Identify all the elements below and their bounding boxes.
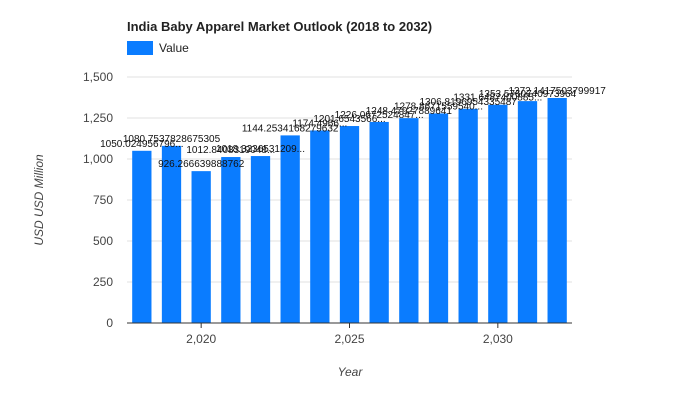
data-label: 1050.024956796...: [100, 139, 183, 150]
data-label: 1201.6543566...: [313, 114, 385, 125]
data-label: 1331.6487400885...: [453, 93, 542, 104]
y-tick-label: 0: [106, 316, 113, 330]
data-label: 1278.8671559540...: [394, 101, 483, 112]
data-label: 1080.7537828675305: [123, 134, 221, 145]
y-tick-label: 1,000: [83, 152, 113, 166]
bar: [369, 121, 389, 323]
bar: [517, 101, 538, 323]
bar: [221, 157, 241, 323]
data-label: 926.266639888762: [158, 159, 245, 170]
bar: [458, 108, 478, 323]
y-axis-title: USD USD Million: [32, 154, 46, 246]
data-label: 1248.47927889641: [366, 106, 453, 117]
axes: 0 250 500 750 1,000 1,250 1,500 2,020 2,025 2,030: [83, 70, 572, 346]
bar: [428, 113, 449, 324]
bar: [250, 156, 271, 323]
x-axis-title: Year: [338, 365, 364, 379]
data-label: 1012.8408319048...: [186, 145, 275, 156]
data-label: 1144.2534168279632: [242, 123, 339, 134]
bar: [310, 130, 330, 323]
bar: [132, 150, 152, 323]
bar: [399, 118, 419, 323]
data-label: 1226.0672524847...: [335, 110, 424, 121]
y-tick-label: 500: [93, 234, 113, 248]
bar: [191, 171, 211, 323]
data-label: 1306.8196954335487: [420, 97, 518, 108]
data-label: 1372.1417503799917: [509, 86, 607, 97]
data-label: 1174.4966...: [292, 118, 347, 129]
bar: [280, 135, 300, 323]
chart-title: India Baby Apparel Market Outlook (2018 …: [127, 19, 433, 34]
y-tick-label: 1,250: [83, 111, 113, 125]
data-label: 1353.5760740973964: [479, 89, 577, 100]
y-tick-label: 1,500: [83, 70, 113, 84]
x-tick-label: 2,025: [334, 332, 364, 346]
data-labels: 1050.024956796...1080.7537828675305 926.2…: [100, 86, 606, 170]
legend-label: Value: [159, 41, 189, 55]
bars: [132, 97, 567, 324]
legend-swatch: [127, 41, 153, 55]
bar: [339, 126, 360, 323]
bar: [488, 104, 508, 323]
y-tick-label: 250: [93, 275, 113, 289]
legend: Value: [127, 40, 189, 56]
x-tick-label: 2,020: [186, 332, 216, 346]
bar: [547, 97, 567, 323]
x-tick-label: 2,030: [483, 332, 513, 346]
y-tick-label: 750: [93, 193, 113, 207]
data-label: 1018.3236531209...: [216, 144, 305, 155]
bar: [161, 145, 182, 323]
